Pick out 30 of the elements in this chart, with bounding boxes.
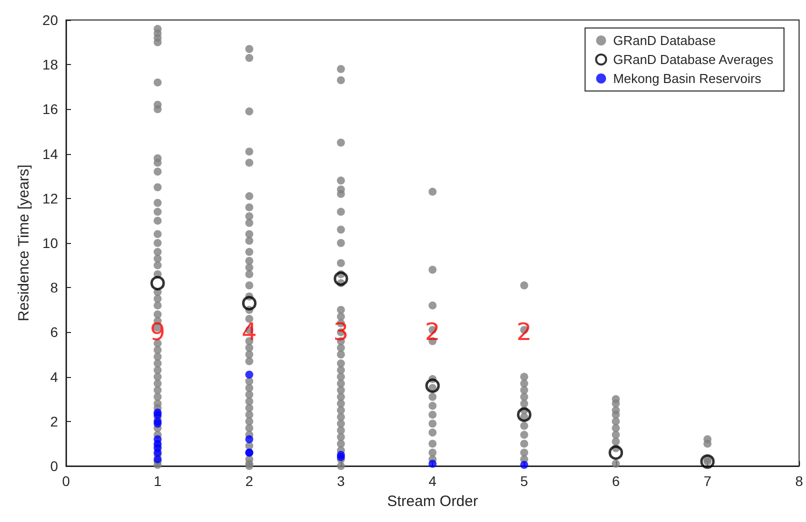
annotation: 2 xyxy=(516,318,532,346)
y-axis-title: Residence Time [years] xyxy=(16,164,33,322)
annotation: 9 xyxy=(150,318,166,346)
x-tick-label: 6 xyxy=(612,473,620,489)
y-tick-label: 4 xyxy=(50,368,58,385)
x-axis-title: Stream Order xyxy=(387,493,478,510)
x-tick-label: 4 xyxy=(428,473,437,489)
y-tick-label: 0 xyxy=(50,458,58,474)
x-tick-label: 7 xyxy=(704,473,712,489)
y-tick-label: 16 xyxy=(42,101,58,118)
annotation: 3 xyxy=(333,318,349,346)
y-tick-label: 8 xyxy=(50,280,58,296)
annotation: 2 xyxy=(424,318,440,346)
x-tick-label: 5 xyxy=(520,473,528,489)
y-tick-label: 10 xyxy=(42,235,58,251)
legend-label: Mekong Basin Reservoirs xyxy=(613,71,762,86)
x-tick-label: 2 xyxy=(245,473,254,489)
y-tick-label: 12 xyxy=(42,190,58,206)
y-tick-label: 18 xyxy=(42,56,58,73)
y-tick-label: 14 xyxy=(42,146,58,162)
y-tick-label: 20 xyxy=(42,12,58,28)
x-tick-label: 0 xyxy=(62,473,70,489)
x-tick-label: 8 xyxy=(795,473,804,489)
legend-label: GRanD Database xyxy=(613,33,716,48)
y-tick-label: 6 xyxy=(50,324,58,340)
x-tick-label: 1 xyxy=(154,473,162,489)
annotation: 4 xyxy=(242,318,257,346)
x-tick-label: 3 xyxy=(337,473,346,489)
legend-label: GRanD Database Averages xyxy=(613,52,774,67)
y-tick-label: 2 xyxy=(50,413,58,430)
